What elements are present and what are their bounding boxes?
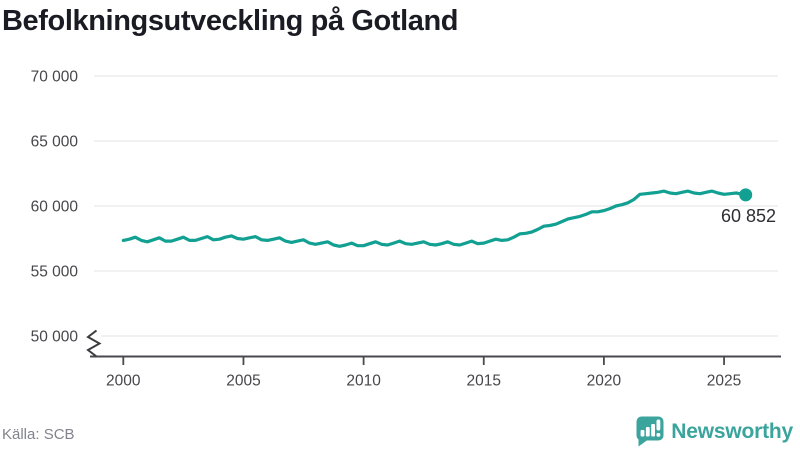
x-axis-tick-label: 2005 — [226, 373, 260, 390]
latest-value-dot — [739, 188, 753, 202]
newsworthy-bubble-chart-icon — [636, 416, 664, 447]
x-axis-tick-label: 2010 — [346, 373, 381, 390]
x-axis-tick-label: 2025 — [707, 373, 741, 390]
x-axis-tick-label: 2015 — [467, 373, 501, 390]
axis-break-icon — [86, 329, 102, 358]
y-axis-tick-label: 70 000 — [31, 69, 79, 86]
y-axis-tick-label: 60 000 — [31, 199, 79, 216]
latest-value-label: 60 852 — [721, 206, 776, 226]
newsworthy-wordmark: Newsworthy — [671, 419, 793, 443]
y-axis-tick-label: 50 000 — [31, 329, 79, 346]
y-axis-tick-label: 55 000 — [31, 264, 79, 281]
source-caption: Källa: SCB — [2, 426, 75, 443]
x-axis-group: 2000 2005 2010 2015 2020 2025 — [86, 329, 781, 390]
data-series-group — [121, 188, 753, 248]
newsworthy-logo[interactable]: Newsworthy — [636, 416, 793, 447]
y-axis-tick-label: 65 000 — [31, 134, 79, 151]
x-axis-tick-label: 2000 — [106, 373, 141, 390]
population-line — [121, 189, 748, 248]
x-axis-tick-label: 2020 — [587, 373, 622, 390]
page-title: Befolkningsutveckling på Gotland — [2, 5, 459, 37]
gridlines-group: 50 000 55 000 60 000 65 000 70 000 — [31, 69, 778, 346]
